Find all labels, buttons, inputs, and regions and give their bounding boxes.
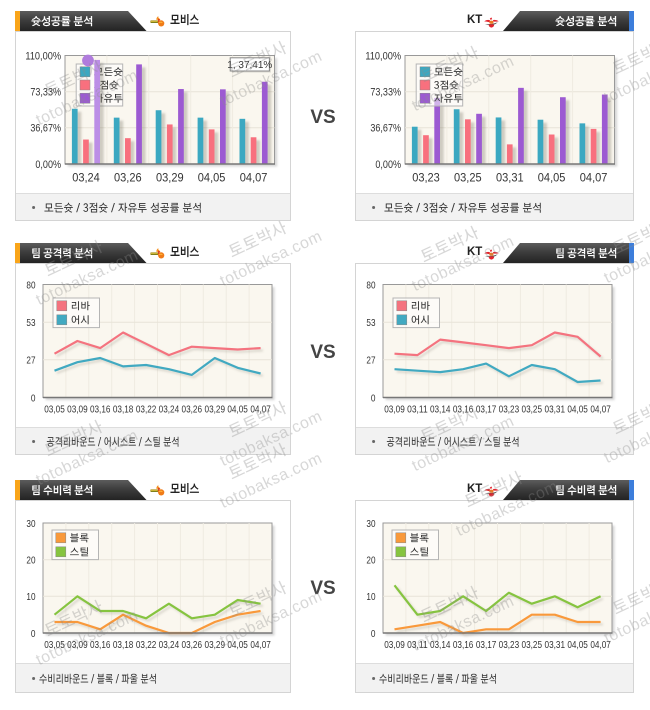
svg-text:03,25: 03,25 — [454, 171, 482, 185]
svg-text:110,00%: 110,00% — [365, 50, 401, 62]
svg-text:03,29: 03,29 — [205, 639, 226, 651]
svg-text:36,67%: 36,67% — [30, 123, 61, 135]
svg-text:53: 53 — [26, 317, 35, 329]
svg-text:03,26: 03,26 — [182, 639, 203, 651]
svg-text:53: 53 — [366, 317, 375, 329]
svg-text:0: 0 — [31, 392, 36, 404]
svg-text:04,07: 04,07 — [250, 639, 271, 651]
svg-text:03,11: 03,11 — [407, 639, 428, 651]
svg-text:03,14: 03,14 — [430, 404, 451, 416]
svg-text:03,09: 03,09 — [67, 639, 88, 651]
svg-text:04,05: 04,05 — [227, 404, 248, 416]
svg-text:03,05: 03,05 — [44, 639, 65, 651]
svg-text:03,24: 03,24 — [72, 171, 100, 185]
svg-text:1, 37,41%: 1, 37,41% — [227, 60, 272, 71]
svg-text:20: 20 — [26, 555, 35, 567]
svg-text:03,18: 03,18 — [113, 639, 134, 651]
svg-text:03,29: 03,29 — [205, 404, 226, 416]
svg-text:04,07: 04,07 — [590, 639, 611, 651]
svg-text:03,26: 03,26 — [182, 404, 203, 416]
svg-text:03,23: 03,23 — [499, 639, 520, 651]
svg-text:0,00%: 0,00% — [375, 159, 401, 171]
svg-text:04,05: 04,05 — [538, 171, 566, 185]
svg-text:04,07: 04,07 — [240, 171, 268, 185]
svg-text:10: 10 — [366, 591, 375, 603]
svg-text:03,22: 03,22 — [136, 639, 157, 651]
svg-text:73,33%: 73,33% — [370, 87, 401, 99]
svg-text:04,07: 04,07 — [580, 171, 608, 185]
svg-text:03,25: 03,25 — [522, 639, 543, 651]
svg-text:03,17: 03,17 — [476, 404, 497, 416]
svg-text:03,09: 03,09 — [384, 639, 405, 651]
svg-text:20: 20 — [366, 555, 375, 567]
svg-text:03,23: 03,23 — [499, 404, 520, 416]
svg-text:03,14: 03,14 — [430, 639, 451, 651]
svg-text:03,22: 03,22 — [136, 404, 157, 416]
svg-text:04,07: 04,07 — [250, 404, 271, 416]
svg-text:30: 30 — [366, 518, 375, 530]
svg-text:04,05: 04,05 — [198, 171, 226, 185]
svg-text:0: 0 — [371, 628, 376, 640]
svg-text:03,16: 03,16 — [90, 639, 111, 651]
svg-text:03,17: 03,17 — [476, 639, 497, 651]
svg-text:03,16: 03,16 — [90, 404, 111, 416]
svg-text:04,05: 04,05 — [567, 639, 588, 651]
svg-text:03,25: 03,25 — [522, 404, 543, 416]
svg-text:03,29: 03,29 — [156, 171, 184, 185]
svg-text:03,18: 03,18 — [113, 404, 134, 416]
svg-text:27: 27 — [26, 355, 35, 367]
svg-text:03,09: 03,09 — [67, 404, 88, 416]
svg-text:03,31: 03,31 — [545, 404, 566, 416]
svg-text:03,31: 03,31 — [496, 171, 524, 185]
svg-text:0,00%: 0,00% — [35, 159, 61, 171]
svg-text:03,16: 03,16 — [453, 404, 474, 416]
svg-text:04,07: 04,07 — [590, 404, 611, 416]
svg-text:0: 0 — [371, 392, 376, 404]
svg-text:0: 0 — [31, 628, 36, 640]
svg-text:30: 30 — [26, 518, 35, 530]
svg-text:04,05: 04,05 — [567, 404, 588, 416]
svg-text:03,05: 03,05 — [44, 404, 65, 416]
svg-text:03,24: 03,24 — [159, 639, 180, 651]
svg-text:10: 10 — [26, 591, 35, 603]
svg-text:110,00%: 110,00% — [25, 50, 61, 62]
svg-text:27: 27 — [366, 355, 375, 367]
svg-text:80: 80 — [366, 279, 375, 291]
svg-text:04,05: 04,05 — [227, 639, 248, 651]
svg-text:03,09: 03,09 — [384, 404, 405, 416]
svg-text:03,31: 03,31 — [545, 639, 566, 651]
svg-text:03,11: 03,11 — [407, 404, 428, 416]
svg-text:36,67%: 36,67% — [370, 123, 401, 135]
svg-text:03,24: 03,24 — [159, 404, 180, 416]
svg-text:03,23: 03,23 — [412, 171, 440, 185]
svg-text:03,16: 03,16 — [453, 639, 474, 651]
svg-text:80: 80 — [26, 279, 35, 291]
svg-text:03,26: 03,26 — [114, 171, 142, 185]
svg-text:73,33%: 73,33% — [30, 87, 61, 99]
